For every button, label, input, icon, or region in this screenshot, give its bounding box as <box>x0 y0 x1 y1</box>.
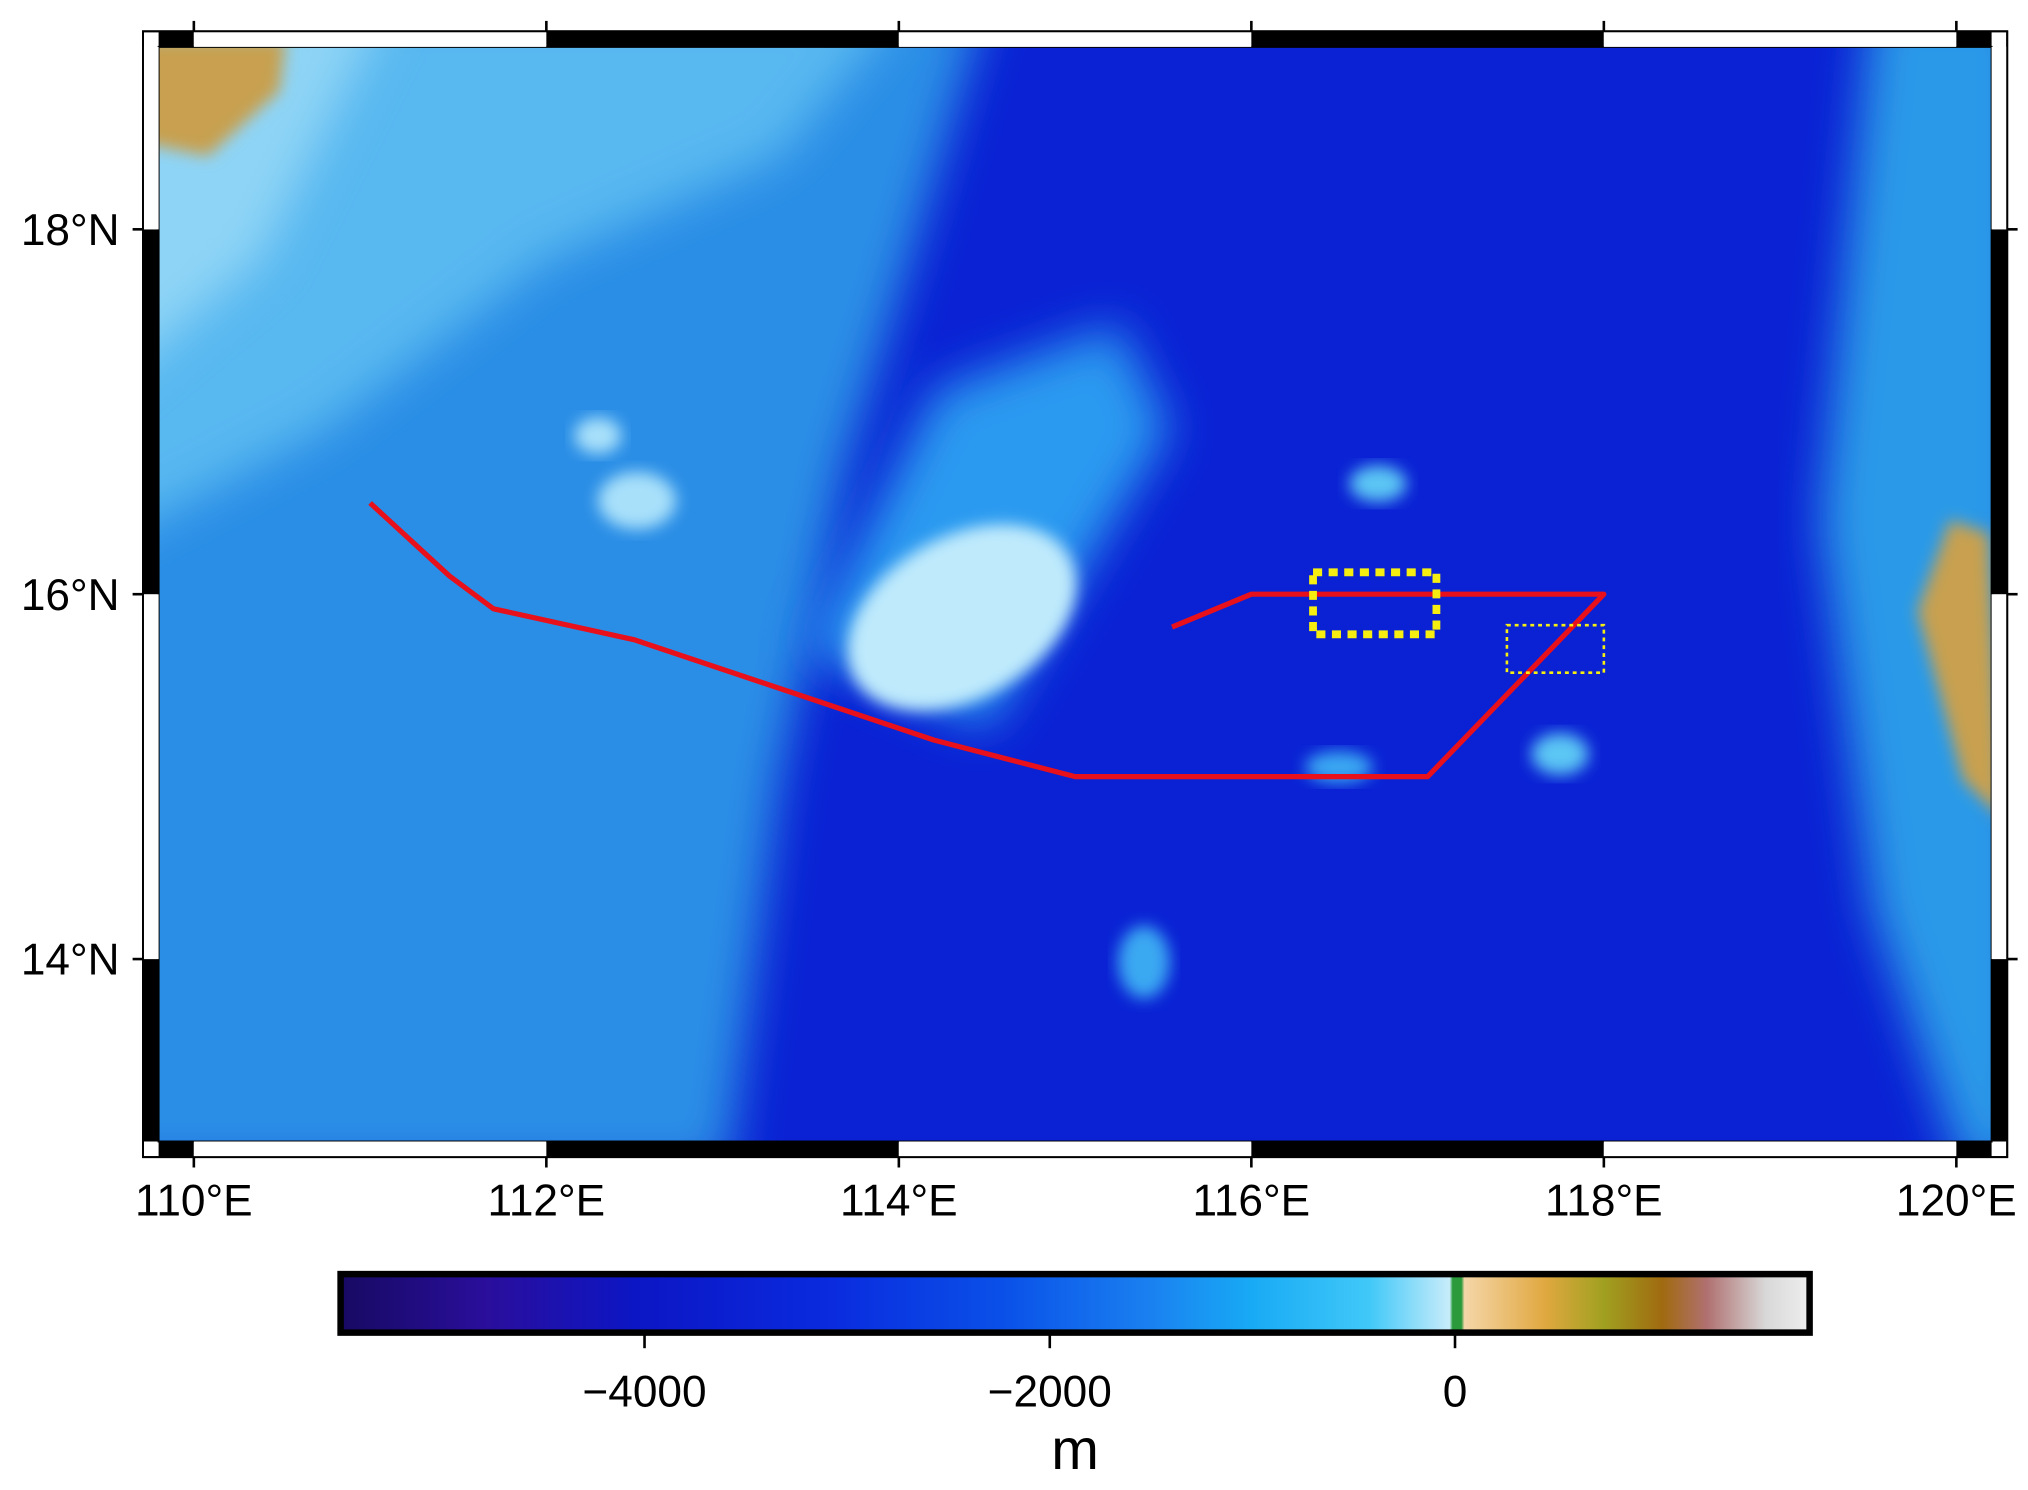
frame-band <box>898 1141 1252 1158</box>
colorbar-tick-label: −4000 <box>582 1368 706 1417</box>
colorbar-label: m <box>1051 1418 1099 1482</box>
frame-band <box>1991 959 2008 1142</box>
colorbar <box>337 1270 1813 1336</box>
frame-band <box>1991 46 2008 230</box>
frame-band <box>1603 1141 1957 1158</box>
frame-band <box>546 1141 899 1158</box>
frame-band <box>1956 1141 1992 1158</box>
frame-band <box>1956 31 1992 47</box>
colorbar-tick-label: −2000 <box>988 1368 1112 1417</box>
lon-tick-label: 116°E <box>1193 1177 1311 1226</box>
survey-route <box>368 501 1607 780</box>
lat-tick-label: 18°N <box>21 206 120 255</box>
frame-band <box>898 31 1252 47</box>
study-box <box>1505 623 1606 674</box>
frame-band <box>1991 594 2008 960</box>
frame-band <box>193 1141 547 1158</box>
frame-band <box>158 31 194 47</box>
frame-band <box>158 1141 194 1158</box>
lon-tick-label: 118°E <box>1545 1177 1663 1226</box>
frame-band <box>1251 1141 1604 1158</box>
lon-tick-label: 114°E <box>840 1177 958 1226</box>
frame-band <box>143 959 159 1142</box>
colorbar-tick-label: 0 <box>1443 1368 1468 1417</box>
frame-band <box>143 46 159 230</box>
lon-tick-label: 120°E <box>1896 1177 2017 1226</box>
lon-tick-label: 112°E <box>488 1177 606 1226</box>
lat-tick-label: 14°N <box>21 936 120 985</box>
frame-band <box>546 31 899 47</box>
lat-tick-label: 16°N <box>21 571 120 620</box>
frame-band <box>1603 31 1957 47</box>
frame-band <box>1251 31 1604 47</box>
frame-band <box>193 31 547 47</box>
frame-band <box>1991 229 2008 595</box>
frame-band <box>143 594 159 960</box>
lon-tick-label: 110°E <box>135 1177 253 1226</box>
frame-band <box>143 229 159 595</box>
bathymetry <box>158 46 1992 1142</box>
